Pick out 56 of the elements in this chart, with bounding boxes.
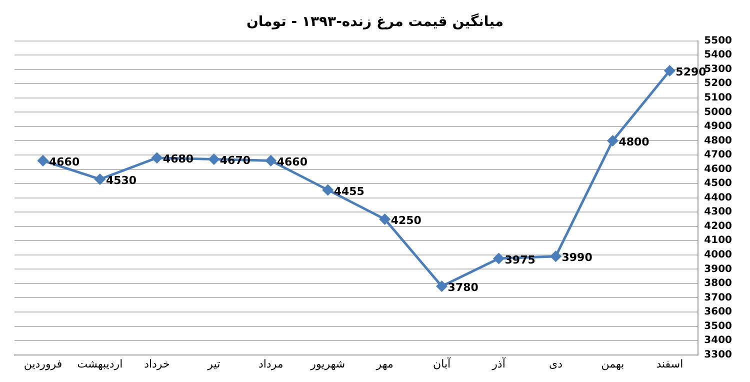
data-label: 4455 xyxy=(334,184,364,198)
x-tick-label: آذر xyxy=(491,356,506,370)
y-tick-label: 3700 xyxy=(704,292,732,304)
x-tick-label: اردیبهشت xyxy=(77,357,123,370)
x-tick-label: شهریور xyxy=(310,357,346,370)
y-tick-label: 5000 xyxy=(704,106,732,118)
data-label: 4660 xyxy=(48,156,80,169)
y-tick-label: 4700 xyxy=(704,150,732,161)
point xyxy=(494,253,504,264)
y-tick-label: 4900 xyxy=(704,121,732,132)
y-tick-label: 4300 xyxy=(704,206,732,218)
y-tick-label: 5500 xyxy=(704,35,732,46)
data-label: 4530 xyxy=(106,174,137,188)
y-tick-label: 3400 xyxy=(704,335,732,346)
data-label: 3990 xyxy=(562,251,593,264)
x-tick-label: آبان xyxy=(433,356,452,370)
point xyxy=(322,184,334,196)
x-tick-label: بهمن xyxy=(601,357,624,370)
data-label: 4250 xyxy=(390,214,422,228)
y-tick-label: 4500 xyxy=(704,178,732,190)
y-tick-label: 4200 xyxy=(704,220,732,232)
x-tick-label: اسفند xyxy=(656,357,684,370)
point xyxy=(607,135,618,146)
point xyxy=(38,155,48,166)
x-tick-label: خرداد xyxy=(144,357,170,370)
data-label: 4800 xyxy=(618,136,650,149)
point xyxy=(94,174,106,184)
y-tick-label: 3300 xyxy=(704,349,732,360)
point xyxy=(266,155,276,166)
y-tick-label: 5200 xyxy=(704,78,732,90)
y-tick-label: 4600 xyxy=(704,164,732,175)
point xyxy=(550,251,561,262)
y-tick-label: 4100 xyxy=(704,235,732,246)
y-tick-label: 5300 xyxy=(704,64,732,75)
y-tick-label: 5100 xyxy=(704,92,732,104)
y-tick-label: 5400 xyxy=(704,50,732,61)
y-tick-label: 3900 xyxy=(704,264,732,275)
y-tick-label: 3500 xyxy=(704,320,732,332)
point xyxy=(152,152,162,164)
chart-title: میانگین قیمت مرغ زنده-۱۳۹۳ - تومان xyxy=(246,13,504,30)
point xyxy=(436,281,448,292)
data-label: 3780 xyxy=(448,281,479,294)
y-tick-label: 4800 xyxy=(704,135,732,146)
point xyxy=(208,154,220,165)
y-tick-label: 4000 xyxy=(704,249,732,260)
x-tick-label: فروردین xyxy=(24,357,62,370)
point xyxy=(664,66,675,76)
point xyxy=(380,214,390,224)
data-label: 4660 xyxy=(276,156,308,169)
x-tick-label: تیر xyxy=(206,357,220,370)
x-tick-label: مهر xyxy=(375,357,394,370)
y-tick-label: 4400 xyxy=(704,192,732,204)
x-tick-label: مرداد xyxy=(258,357,284,370)
y-tick-label: 3600 xyxy=(704,306,732,318)
y-tick-label: 3800 xyxy=(704,278,732,290)
x-tick-label: دی xyxy=(548,357,563,370)
